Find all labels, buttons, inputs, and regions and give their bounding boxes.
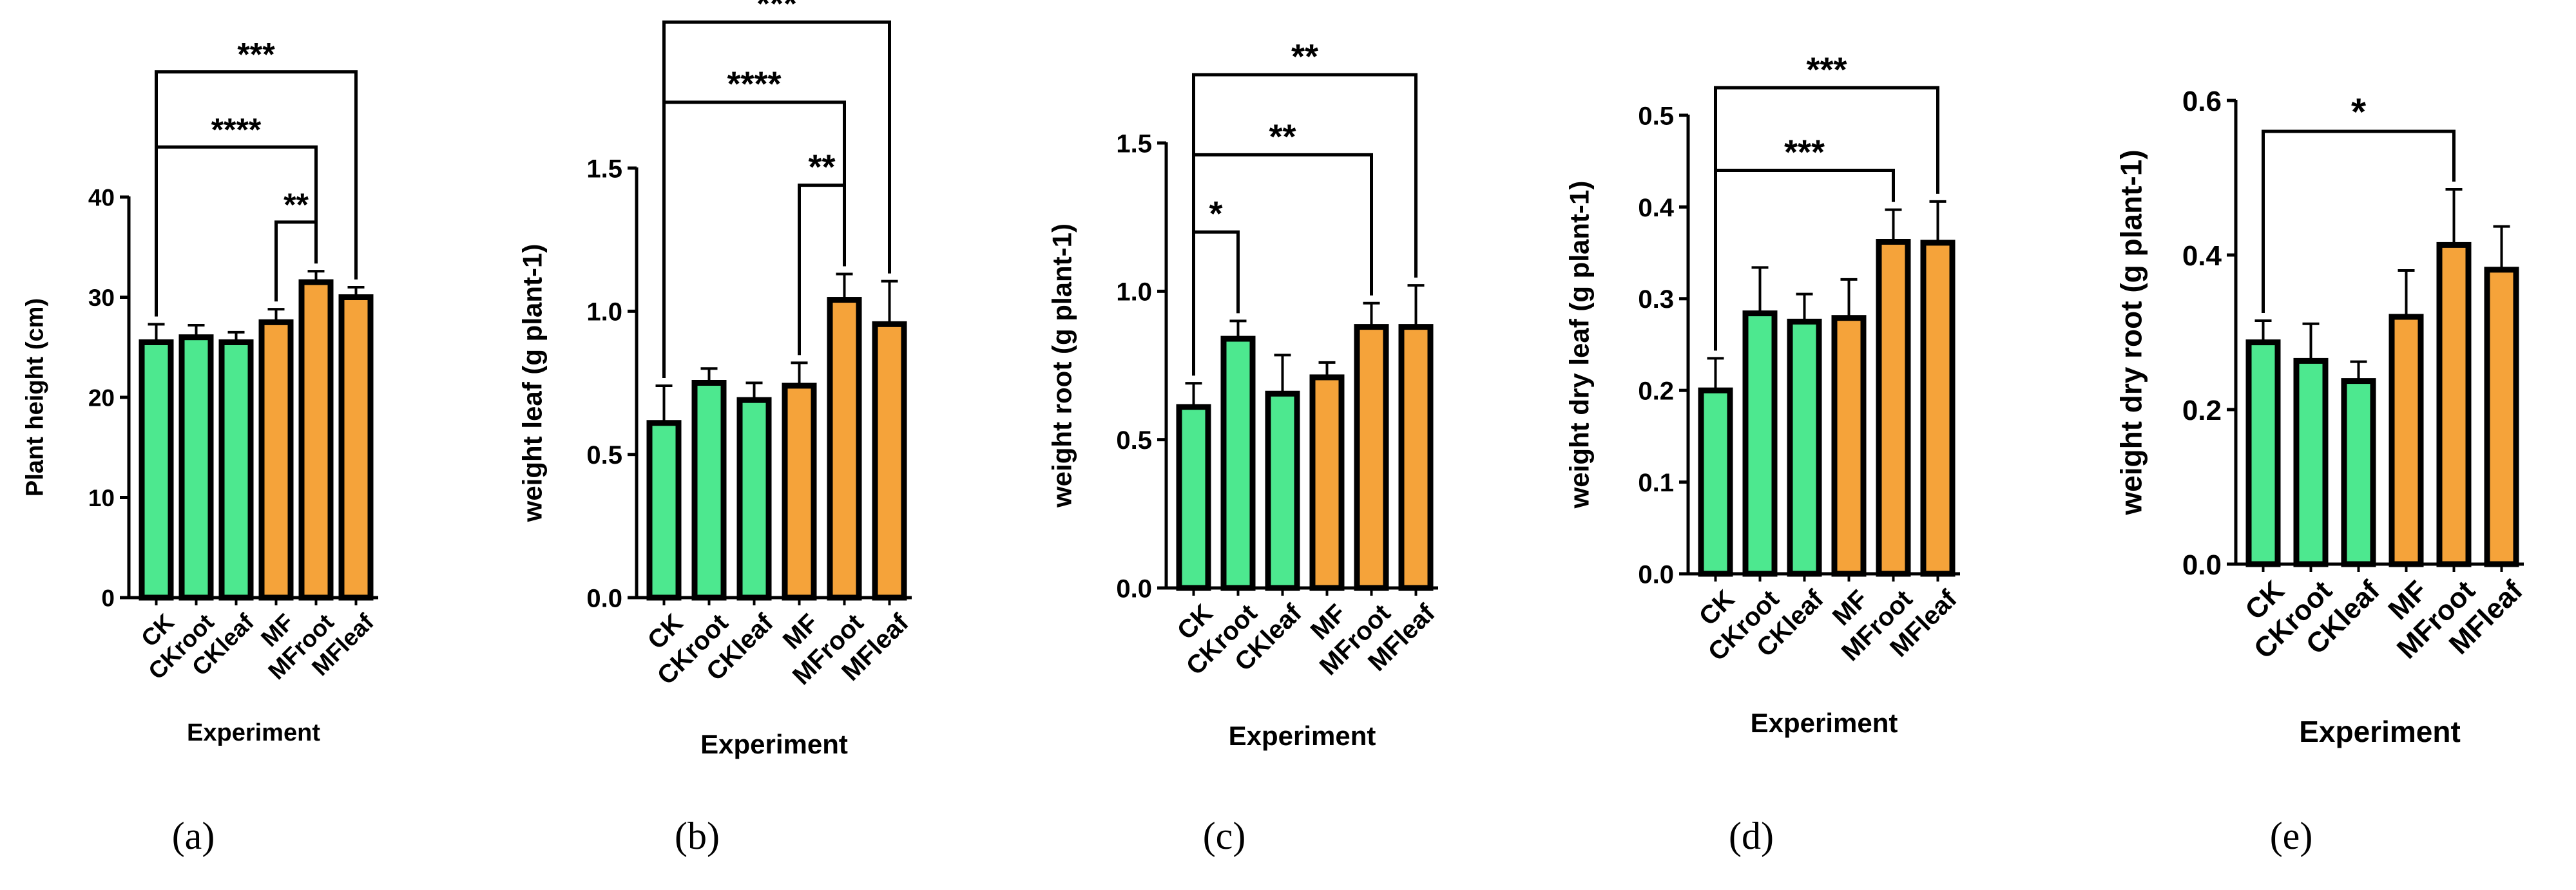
y-tick-label: 0.3: [1638, 285, 1674, 314]
significance-bracket: [155, 70, 358, 317]
bar-mfleaf: [1398, 324, 1434, 591]
y-tick-label: 0.4: [1638, 194, 1674, 222]
bar-mfroot: [827, 297, 862, 601]
bar-mf: [1309, 374, 1345, 591]
panel-label: (a): [172, 815, 215, 857]
significance-label: *: [2351, 90, 2367, 133]
bar-mfroot: [298, 279, 334, 601]
panel-label: (b): [675, 815, 720, 857]
y-axis-title: weight dry leaf (g plant-1): [1564, 181, 1594, 509]
y-tick-label: 0.4: [2182, 240, 2222, 272]
bar-ckroot: [178, 334, 214, 601]
y-tick-label: 0.6: [2182, 86, 2222, 117]
y-tick-label: 20: [88, 384, 115, 411]
y-tick-label: 1.5: [586, 155, 622, 183]
y-tick-label: 0.0: [586, 584, 622, 612]
y-tick-label: 0.2: [1638, 377, 1674, 406]
significance-bracket: [662, 100, 846, 378]
y-axis-title: weight root (g plant-1): [1046, 223, 1077, 508]
significance-label: *: [1209, 194, 1222, 233]
bar-mfleaf: [2484, 267, 2519, 567]
bar-ckleaf: [736, 397, 772, 601]
x-axis-title: Experiment: [1751, 708, 1898, 738]
chart-panel-1: 010203040CKCKrootCKleafMFMFrootMFleaf***…: [21, 37, 379, 857]
panel-label: (c): [1203, 815, 1246, 857]
significance-bracket: [2262, 129, 2456, 313]
significance-label: ****: [727, 65, 781, 104]
significance-bracket: [155, 145, 318, 317]
x-axis-title: Experiment: [2299, 715, 2461, 748]
y-tick-label: 0.0: [1116, 574, 1152, 603]
bar-ckleaf: [218, 339, 254, 601]
y-tick-label: 0.0: [2182, 549, 2222, 581]
chart-panel-3: 0.00.51.01.5CKCKrootCKleafMFMFrootMFleaf…: [1046, 37, 1441, 857]
x-axis-title: Experiment: [1229, 721, 1376, 751]
bar-ckroot: [691, 380, 727, 601]
significance-bracket: [662, 20, 891, 378]
significance-label: **: [1269, 117, 1296, 156]
x-axis-title: Experiment: [187, 719, 320, 746]
significance-label: **: [808, 148, 835, 187]
panel-label: (e): [2270, 815, 2313, 857]
bar-ck: [139, 339, 174, 601]
y-tick-label: 1.0: [1116, 278, 1152, 307]
bar-ckroot: [2293, 357, 2329, 567]
bar-mfroot: [1354, 324, 1389, 591]
y-tick-label: 0.1: [1638, 469, 1674, 497]
y-tick-label: 0.5: [1116, 426, 1152, 455]
bar-ckroot: [1220, 336, 1256, 591]
y-tick-label: 0: [101, 585, 115, 611]
significance-label: ***: [756, 0, 797, 23]
bar-ck: [1698, 387, 1733, 577]
significance-bracket: [1192, 73, 1418, 376]
bar-ckroot: [1742, 310, 1778, 577]
bar-mf: [782, 383, 817, 601]
x-axis-title: Experiment: [700, 729, 848, 759]
bar-ckleaf: [2341, 378, 2376, 567]
y-tick-label: 1.5: [1116, 129, 1152, 158]
bar-mfleaf: [1920, 240, 1956, 577]
bar-ck: [1176, 404, 1211, 591]
bar-ck: [2245, 339, 2281, 567]
bar-mf: [2389, 314, 2424, 567]
bar-mfleaf: [338, 294, 374, 601]
y-tick-label: 0.5: [1638, 102, 1674, 130]
bar-mf: [258, 319, 294, 601]
y-tick-label: 1.0: [586, 298, 622, 327]
y-axis-title: weight dry root (g plant-1): [2115, 149, 2148, 515]
y-tick-label: 0.2: [2182, 395, 2222, 426]
significance-label: **: [1291, 37, 1318, 76]
significance-label: ***: [1784, 133, 1825, 171]
y-tick-label: 0.0: [1638, 560, 1674, 589]
significance-label: ****: [211, 111, 262, 147]
y-tick-label: 10: [88, 485, 115, 511]
bar-ckleaf: [1265, 390, 1300, 591]
significance-label: ***: [1806, 50, 1847, 89]
y-tick-label: 0.5: [586, 441, 622, 469]
significance-label: **: [284, 187, 309, 223]
chart-panel-4: 0.00.10.20.30.40.5CKCKrootCKleafMFMFroot…: [1564, 50, 1963, 857]
bar-mfroot: [1876, 239, 1911, 577]
chart-panel-2: 0.00.51.01.5CKCKrootCKleafMFMFrootMFleaf…: [517, 0, 914, 857]
significance-label: ***: [237, 37, 275, 73]
bar-mf: [1831, 315, 1867, 577]
significance-bracket: [1192, 153, 1373, 376]
y-tick-label: 40: [88, 184, 115, 211]
chart-panel-5: 0.00.20.40.6CKCKrootCKleafMFMFrootMFleaf…: [2115, 86, 2529, 857]
y-tick-label: 30: [88, 285, 115, 311]
bar-mfleaf: [872, 321, 907, 601]
bar-ckleaf: [1787, 318, 1822, 577]
y-axis-title: weight leaf (g plant-1): [517, 244, 547, 523]
bar-mfroot: [2436, 241, 2472, 567]
y-axis-title: Plant height (cm): [21, 298, 48, 497]
bar-ck: [646, 420, 682, 601]
panel-label: (d): [1729, 815, 1774, 857]
significance-bracket: [1714, 86, 1939, 351]
